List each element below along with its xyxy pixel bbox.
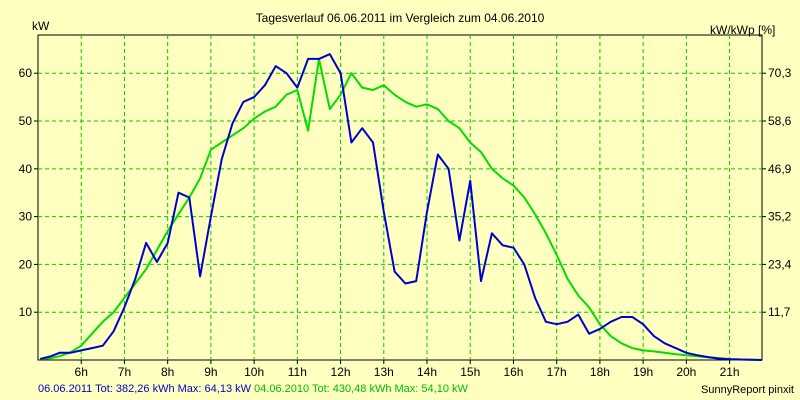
plot-frame bbox=[37, 34, 763, 361]
y-tick-label-right: 70,3 bbox=[768, 66, 792, 80]
y-tick-label-left: 10 bbox=[19, 305, 33, 319]
y-tick-label-right: 23,4 bbox=[768, 257, 792, 271]
x-tick-label: 20h bbox=[676, 365, 696, 379]
y-tick-label-right: 46,9 bbox=[768, 162, 792, 176]
x-tick-label: 17h bbox=[547, 365, 567, 379]
series-line-1 bbox=[39, 53, 763, 361]
y-tick-label-left: 30 bbox=[19, 210, 33, 224]
series-line-2 bbox=[40, 57, 763, 361]
x-tick-label: 11h bbox=[288, 365, 307, 379]
y-tick-label-left: 20 bbox=[19, 257, 33, 271]
chart-title: Tagesverlauf 06.06.2011 im Vergleich zum… bbox=[255, 11, 545, 25]
y-tick-label-right: 35,2 bbox=[768, 210, 792, 224]
x-tick-label: 6h bbox=[75, 365, 88, 379]
x-tick-label: 12h bbox=[331, 365, 351, 379]
x-tick-label: 8h bbox=[161, 365, 174, 379]
footer-legend: 06.06.2011 Tot: 382,26 kWh Max: 64,13 kW… bbox=[38, 384, 468, 395]
y-tick-label-left: 50 bbox=[19, 114, 33, 128]
x-tick-label: 18h bbox=[590, 365, 610, 379]
legend-series-2: 04.06.2010 Tot: 430,48 kWh Max: 54,10 kW bbox=[254, 383, 468, 395]
x-tick-label: 10h bbox=[244, 365, 264, 379]
y-axis-label-right: kW/kWp [%] bbox=[710, 23, 776, 37]
x-tick-label: 13h bbox=[374, 365, 394, 379]
y-tick-label-right: 58,6 bbox=[768, 114, 792, 128]
footer-credit: SunnyReport pinxit bbox=[701, 384, 794, 396]
x-tick-label: 21h bbox=[720, 365, 740, 379]
x-tick-label: 19h bbox=[633, 365, 653, 379]
y-tick-label-right: 11,7 bbox=[768, 305, 791, 319]
x-tick-label: 7h bbox=[118, 365, 131, 379]
y-axis-label-left: kW bbox=[32, 19, 50, 33]
y-tick-label-left: 60 bbox=[19, 66, 33, 80]
x-tick-label: 14h bbox=[417, 365, 437, 379]
x-tick-label: 16h bbox=[503, 365, 523, 379]
y-tick-label-left: 40 bbox=[19, 162, 33, 176]
legend-series-1: 06.06.2011 Tot: 382,26 kWh Max: 64,13 kW bbox=[38, 383, 251, 395]
x-tick-label: 15h bbox=[460, 365, 480, 379]
x-tick-label: 9h bbox=[204, 365, 217, 379]
